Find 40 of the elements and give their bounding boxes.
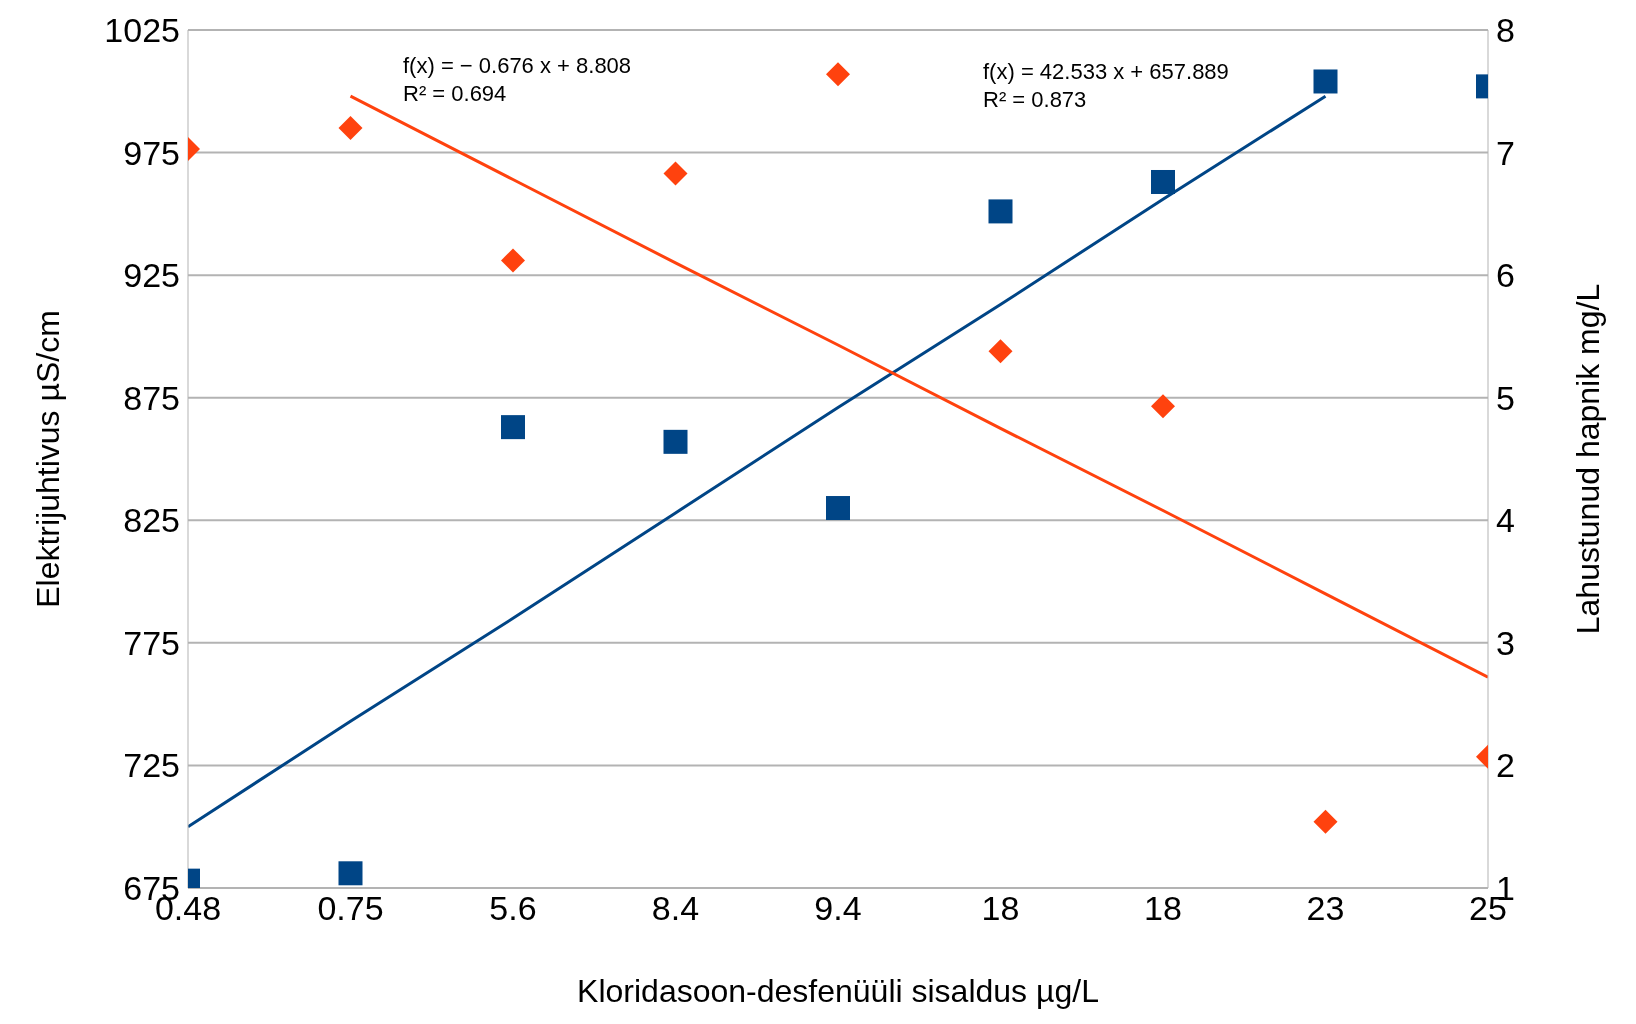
y-tick-label: 875 xyxy=(123,378,180,417)
point xyxy=(1313,69,1338,94)
point xyxy=(1151,394,1175,419)
y2-tick-label: 7 xyxy=(1496,133,1515,172)
annotation: f(x) = − 0.676 x + 8.808 R² = 0.694 xyxy=(403,52,632,108)
point xyxy=(988,199,1013,224)
y2-tick-label: 5 xyxy=(1496,378,1515,417)
y2-tick-label: 3 xyxy=(1496,623,1515,662)
point xyxy=(338,861,363,886)
y-tick-label: 975 xyxy=(123,133,180,172)
y-axis-title: Elektrijuhtivus µS/cm xyxy=(30,310,67,608)
y2-tick-label: 6 xyxy=(1496,256,1515,295)
point xyxy=(501,415,525,440)
y2-tick-label: 2 xyxy=(1496,746,1515,785)
point xyxy=(663,429,688,454)
y-tick-label: 725 xyxy=(123,746,180,785)
x-tick-label: 18 xyxy=(981,889,1020,928)
y-tick-label: 1025 xyxy=(104,11,180,50)
point xyxy=(826,496,850,521)
x-tick-label: 23 xyxy=(1306,889,1345,928)
y-tick-label: 775 xyxy=(123,623,180,662)
x-tick-label: 9.4 xyxy=(814,889,862,928)
x-tick-label: 0.75 xyxy=(317,889,384,928)
y-tick-label: 825 xyxy=(123,501,180,540)
y2-tick-label: 8 xyxy=(1496,11,1515,50)
x-tick-label: 8.4 xyxy=(651,889,700,928)
x-tick-label: 5.6 xyxy=(489,889,537,928)
annotation: f(x) = 42.533 x + 657.889 R² = 0.873 xyxy=(983,58,1229,114)
x-tick-label: 18 xyxy=(1144,889,1182,928)
y-tick-label: 925 xyxy=(123,256,180,295)
y2-tick-label: 4 xyxy=(1496,501,1515,540)
point xyxy=(1313,809,1338,834)
point xyxy=(338,116,363,141)
y2-axis-title: Lahustunud hapnik mg/L xyxy=(1570,283,1607,635)
x-axis-title: Kloridasoon-desfenüüli sisaldus µg/L xyxy=(577,973,1099,1009)
point xyxy=(1151,169,1175,194)
point xyxy=(988,339,1013,364)
point xyxy=(501,248,525,273)
point xyxy=(663,161,688,186)
point xyxy=(826,62,850,87)
